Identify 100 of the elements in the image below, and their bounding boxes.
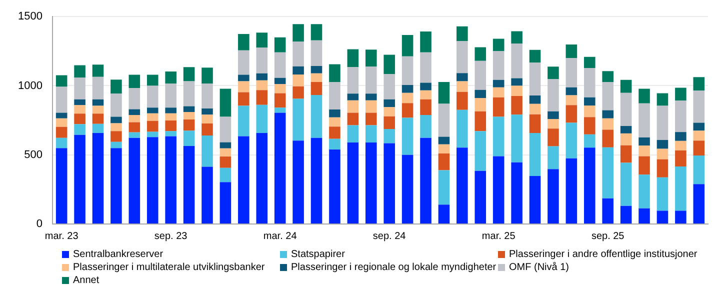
bar [620,80,632,93]
bar [620,92,632,126]
bar [620,145,632,163]
bar [438,204,450,224]
bar [474,111,486,132]
bar [566,87,578,96]
bar [456,73,468,82]
bar [420,138,432,224]
bar [165,136,176,224]
bar [220,148,232,157]
bar [365,100,377,113]
bar [511,44,522,78]
bar [110,123,122,132]
bar [365,142,377,224]
bar [402,103,414,118]
bar [420,90,432,100]
bar [238,81,250,92]
bar [474,60,486,90]
bar [292,74,304,86]
x-tick-label: mar. 23 [44,230,79,242]
bar [492,51,504,80]
bar [584,106,596,118]
bar [110,94,122,117]
bar [183,81,195,106]
bar [492,116,504,156]
bar [74,124,86,135]
bar [584,134,596,148]
bar [347,100,359,113]
bar [474,98,486,112]
bar [384,116,395,130]
bar [675,210,686,224]
bar [638,137,650,146]
bar [584,68,596,98]
bar [256,133,268,224]
bar [329,64,340,82]
bar [548,78,559,112]
bar [511,86,522,96]
bar [165,131,176,136]
bar [529,133,541,176]
bar [183,67,195,82]
bar [456,92,468,110]
bar [529,114,541,134]
bar [110,116,122,124]
bar [165,71,176,84]
legend-label: Annet [73,275,100,286]
bar [329,138,340,150]
bar [511,114,522,162]
bar [274,112,286,224]
bar [602,118,614,130]
bar [310,40,322,66]
bar [110,80,122,94]
bar [92,64,104,77]
bar [620,126,632,134]
bar [165,113,176,120]
bar [548,169,559,224]
bar [256,73,268,80]
bar [274,108,286,113]
bar [74,99,86,106]
bar [492,38,504,52]
bar [146,108,158,114]
bar [656,159,668,178]
bar [92,76,104,100]
bar [92,106,104,114]
bar [56,86,68,113]
bar [274,84,286,94]
bar [238,74,250,82]
bar [693,77,705,91]
bar [292,98,304,141]
bar [238,106,250,136]
bar [74,65,86,78]
bar [566,44,578,58]
bar [638,146,650,156]
bar [675,100,686,132]
bar [165,84,176,108]
bar [146,74,158,86]
bar [456,148,468,224]
bar [310,82,322,95]
bar [693,130,705,141]
bar [220,142,232,148]
bar [529,50,541,63]
bar [202,68,213,84]
bar [602,71,614,82]
bar [602,198,614,224]
bar [310,138,322,224]
bar [384,54,395,74]
bar [146,86,158,108]
bar [310,94,322,138]
legend-label: Plasseringer i multilaterale utviklingsbanker [73,262,265,273]
bar [548,119,559,129]
bar [492,97,504,117]
bar [656,210,668,224]
bar [384,107,395,116]
bar [656,140,668,149]
bar [638,156,650,175]
bar [511,162,522,224]
bar [456,26,468,42]
bar [56,118,68,127]
bar [347,112,359,126]
bar [638,88,650,104]
bar [420,115,432,138]
